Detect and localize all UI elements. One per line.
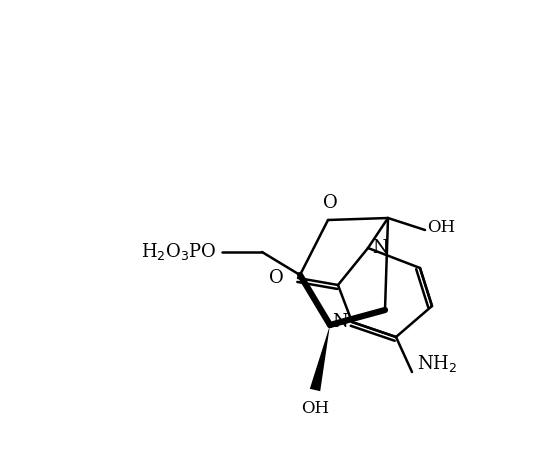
Text: H$_2$O$_3$PO: H$_2$O$_3$PO [141, 242, 217, 263]
Text: N: N [372, 239, 388, 257]
Text: O: O [323, 194, 337, 212]
Text: O: O [269, 269, 284, 287]
Polygon shape [310, 325, 330, 391]
Text: OH: OH [301, 400, 329, 417]
Text: N: N [332, 313, 348, 331]
Text: NH$_2$: NH$_2$ [417, 353, 458, 375]
Text: OH: OH [427, 219, 455, 237]
